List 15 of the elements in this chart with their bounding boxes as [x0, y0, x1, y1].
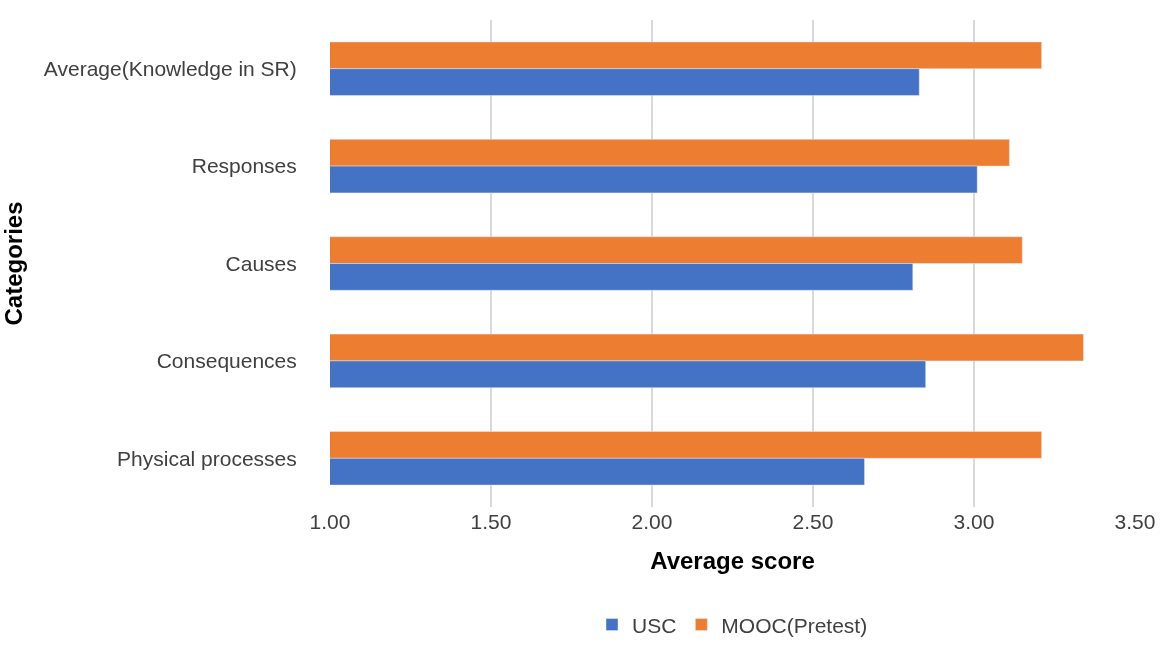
y-tick-label: Average(Knowledge in SR): [43, 57, 297, 81]
y-axis-title: Categories: [0, 201, 27, 326]
y-tick-label: Causes: [225, 251, 297, 275]
legend-label: USC: [632, 613, 677, 637]
y-tick-label: Physical processes: [117, 446, 297, 470]
legend-label: MOOC(Pretest): [721, 613, 868, 637]
x-tick-label: 2.00: [631, 510, 673, 533]
y-tick-label: Consequences: [156, 349, 297, 373]
x-axis-title: Average score: [650, 547, 815, 575]
x-tick-label: 3.50: [1114, 510, 1156, 533]
x-tick-label: 2.50: [792, 510, 834, 533]
x-tick-label: 1.00: [309, 510, 351, 533]
y-tick-label: Responses: [191, 154, 297, 178]
x-tick-label: 1.50: [470, 510, 512, 533]
x-tick-label: 3.00: [953, 510, 995, 533]
